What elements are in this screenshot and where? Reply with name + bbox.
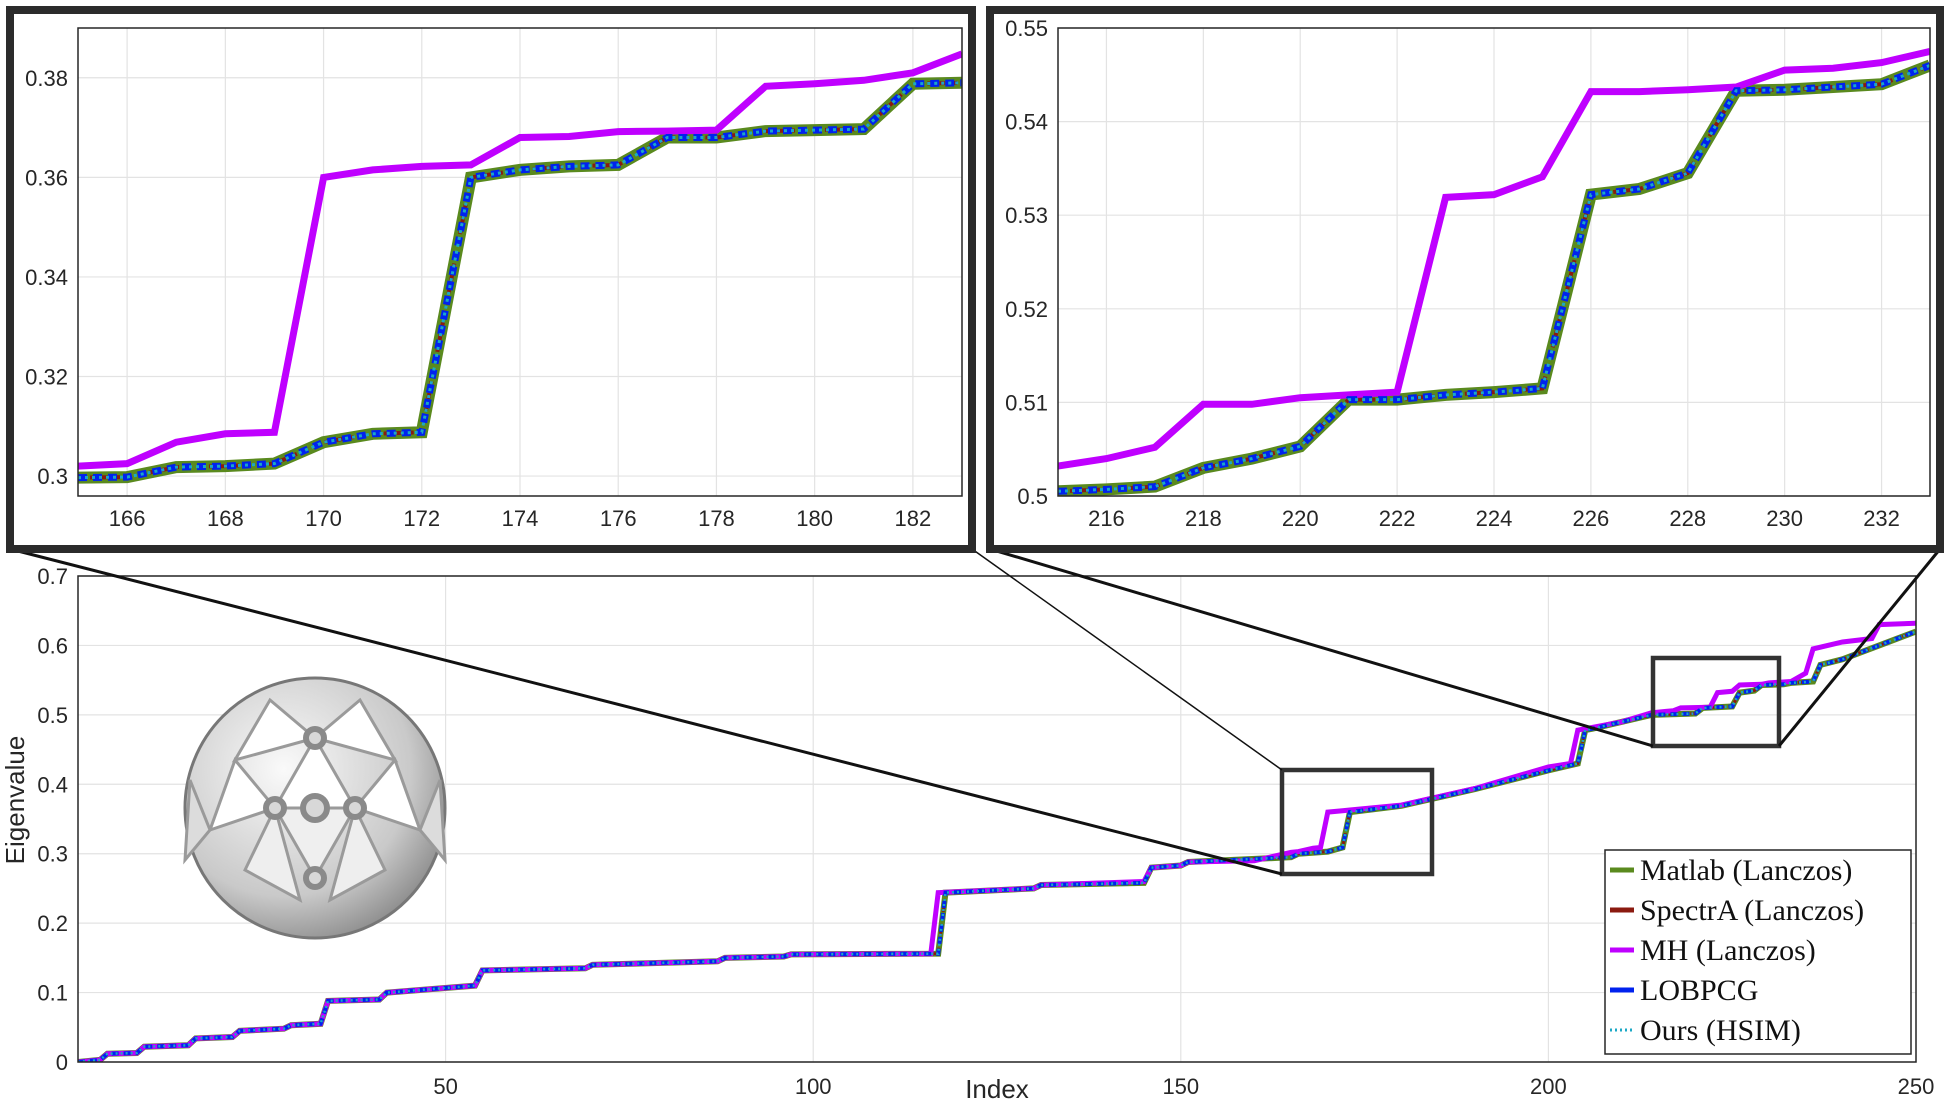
- main-ytick-label: 0.5: [37, 703, 68, 728]
- legend-item-label: Matlab (Lanczos): [1640, 854, 1852, 887]
- inset-right-xtick-label: 232: [1863, 506, 1900, 531]
- inset-right-xtick-label: 226: [1573, 506, 1610, 531]
- legend-item-label: Ours (HSIM): [1640, 1014, 1801, 1047]
- series-lobpcg-line: [78, 629, 1916, 1062]
- inset-left-chart: 0.3 0.32 0.34 0.36 0.38 166 168 170 172 174 176 17…: [6, 6, 976, 553]
- inset-right-xtick-label: 220: [1282, 506, 1319, 531]
- inset-left-ours-line: [78, 81, 962, 480]
- inset-right-xtick-label: 218: [1185, 506, 1222, 531]
- main-x-label: Index: [965, 1074, 1029, 1104]
- inset-left-axes-box: [77, 27, 963, 497]
- main-ytick-label: 0.2: [37, 911, 68, 936]
- inset-right-frame: [986, 6, 1944, 553]
- main-xtick-label: 250: [1898, 1074, 1935, 1099]
- inset-left-grid: [78, 28, 962, 496]
- main-ytick-label: 0.7: [37, 564, 68, 589]
- inset-right-ytick-label: 0.5: [1017, 484, 1048, 509]
- inset-left-xtick-label: 176: [600, 506, 637, 531]
- inset-left-xtick-label: 180: [796, 506, 833, 531]
- inset-left-xtick-label: 174: [502, 506, 539, 531]
- inset-left-xtick-label: 170: [305, 506, 342, 531]
- inset-right-xtick-label: 230: [1766, 506, 1803, 531]
- main-xtick-label: 50: [433, 1074, 457, 1099]
- inset-right-ours-line: [1058, 64, 1930, 493]
- mesh-sphere-render-icon: [183, 676, 447, 940]
- inset-left-ytick-label: 0.34: [25, 265, 68, 290]
- inset-left-xtick-label: 172: [403, 506, 440, 531]
- inset-left-ytick-label: 0.3: [37, 464, 68, 489]
- main-y-label: Eigenvalue: [0, 736, 30, 865]
- inset-right-xtick-label: 224: [1476, 506, 1513, 531]
- main-x-ticks: 50 100 150 200 250: [433, 1074, 1934, 1099]
- zoom-box-left: [1279, 767, 1435, 877]
- main-ytick-label: 0.1: [37, 981, 68, 1006]
- zoom-connectors: [9, 547, 1942, 876]
- inset-right-xtick-label: 228: [1669, 506, 1706, 531]
- inset-left-mh-line: [78, 50, 962, 470]
- inset-right-xtick-label: 216: [1088, 506, 1125, 531]
- legend: Matlab (Lanczos) SpectrA (Lanczos) MH (Lan…: [1604, 849, 1912, 1055]
- inset-right-y-ticks: 0.5 0.51 0.52 0.53 0.54 0.55: [1005, 16, 1048, 509]
- inset-left-y-ticks: 0.3 0.32 0.34 0.36 0.38: [25, 66, 68, 489]
- inset-right-axes-box: [1057, 27, 1931, 497]
- inset-left-xtick-label: 182: [895, 506, 932, 531]
- legend-item-label: LOBPCG: [1640, 974, 1758, 1007]
- inset-left-xtick-label: 166: [109, 506, 146, 531]
- inset-left-x-ticks: 166 168 170 172 174 176 178 180 182: [109, 506, 931, 531]
- legend-item-label: MH (Lanczos): [1640, 934, 1816, 967]
- inset-right-ytick-label: 0.53: [1005, 203, 1048, 228]
- inset-left-ytick-label: 0.38: [25, 66, 68, 91]
- main-ytick-label: 0.3: [37, 842, 68, 867]
- inset-right-ytick-label: 0.51: [1005, 390, 1048, 415]
- inset-right-chart: 0.50.510.520.530.540.55 216 218 220 222 224 2…: [986, 6, 1944, 553]
- main-xtick-label: 150: [1162, 1074, 1199, 1099]
- inset-left-frame: [6, 6, 976, 553]
- main-ytick-label: 0.4: [37, 772, 68, 797]
- legend-box: [1604, 849, 1912, 1055]
- main-y-ticks: 0 0.1 0.2 0.3 0.4 0.5 0.6 0.7: [37, 564, 68, 1075]
- main-chart: 0 0.1 0.2 0.3 0.4 0.5 0.6 0.7 50 100 150 200 250: [0, 564, 1934, 1104]
- inset-left-xtick-label: 178: [698, 506, 735, 531]
- inset-right-ytick-label: 0.54: [1005, 110, 1048, 135]
- legend-item-label: SpectrA (Lanczos): [1640, 894, 1864, 927]
- main-axes-box: [77, 575, 1917, 1063]
- inset-right-mh-line: [1058, 47, 1930, 470]
- inset-right-ytick-label: 0.52: [1005, 297, 1048, 322]
- main-ytick-label: 0.6: [37, 633, 68, 658]
- inset-right-x-ticks: 216 218 220 222 224 226 228 230 232: [1088, 506, 1900, 531]
- main-xtick-label: 100: [795, 1074, 832, 1099]
- zoom-box-right: [1650, 655, 1782, 749]
- inset-right-xtick-label: 222: [1379, 506, 1416, 531]
- inset-left-ytick-label: 0.32: [25, 365, 68, 390]
- main-xtick-label: 200: [1530, 1074, 1567, 1099]
- main-ytick-label: 0: [56, 1050, 68, 1075]
- inset-left-ytick-label: 0.36: [25, 165, 68, 190]
- inset-left-xtick-label: 168: [207, 506, 244, 531]
- inset-right-ytick-label: 0.55: [1005, 16, 1048, 41]
